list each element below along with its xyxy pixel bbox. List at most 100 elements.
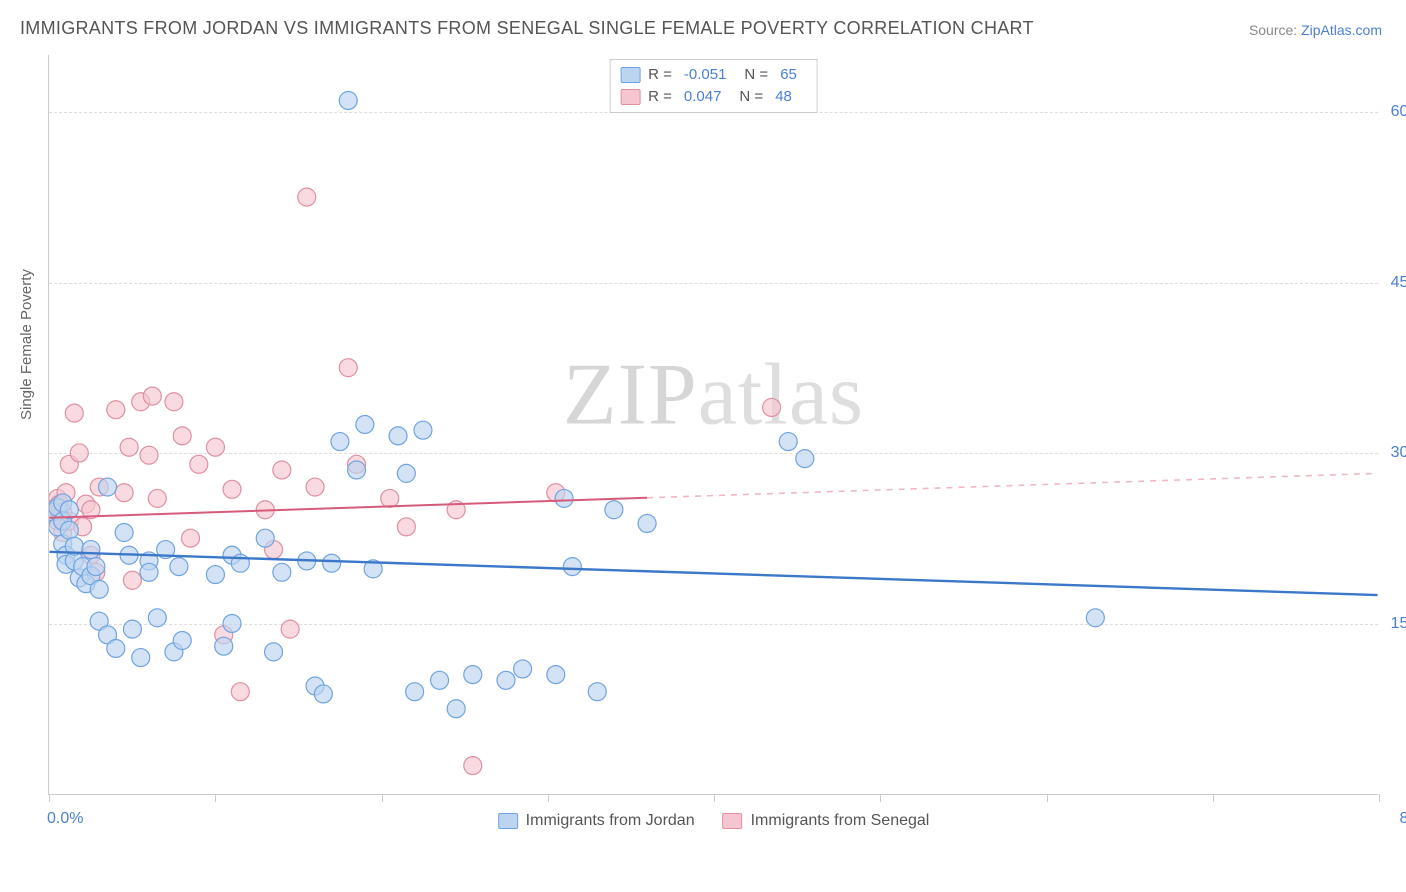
x-tick xyxy=(1213,794,1214,802)
data-point xyxy=(1086,609,1104,627)
data-point xyxy=(414,421,432,439)
data-point xyxy=(115,484,133,502)
data-point xyxy=(397,518,415,536)
legend-item-senegal: Immigrants from Senegal xyxy=(723,812,930,830)
x-axis-min-label: 0.0% xyxy=(47,810,83,828)
data-point xyxy=(306,478,324,496)
data-point xyxy=(331,433,349,451)
swatch-senegal-icon xyxy=(723,813,743,829)
n-value-senegal: 48 xyxy=(775,86,792,108)
data-point xyxy=(464,666,482,684)
data-point xyxy=(563,558,581,576)
x-tick xyxy=(1379,794,1380,802)
data-point xyxy=(82,541,100,559)
source-attribution: Source: ZipAtlas.com xyxy=(1249,22,1382,38)
r-label: R = xyxy=(648,86,672,108)
data-point xyxy=(90,580,108,598)
data-point xyxy=(231,683,249,701)
swatch-jordan-icon xyxy=(498,813,518,829)
legend-label-jordan: Immigrants from Jordan xyxy=(526,812,695,830)
data-point xyxy=(223,480,241,498)
data-point xyxy=(298,188,316,206)
x-tick xyxy=(1047,794,1048,802)
data-point xyxy=(514,660,532,678)
legend-series: Immigrants from Jordan Immigrants from S… xyxy=(498,812,930,830)
data-point xyxy=(339,91,357,109)
x-axis-max-label: 8.0% xyxy=(1400,810,1406,828)
data-point xyxy=(381,489,399,507)
data-point xyxy=(65,404,83,422)
x-tick xyxy=(382,794,383,802)
data-point xyxy=(140,563,158,581)
swatch-jordan-icon xyxy=(620,67,640,83)
data-point xyxy=(605,501,623,519)
y-tick-label: 45.0% xyxy=(1391,274,1406,292)
legend-label-senegal: Immigrants from Senegal xyxy=(751,812,930,830)
data-point xyxy=(555,489,573,507)
legend-stats-row-senegal: R = 0.047 N = 48 xyxy=(620,86,807,108)
y-axis-label: Single Female Poverty xyxy=(18,269,35,420)
data-point xyxy=(120,438,138,456)
source-label: Source: xyxy=(1249,22,1301,38)
n-label: N = xyxy=(739,86,763,108)
data-point xyxy=(115,524,133,542)
data-point xyxy=(107,639,125,657)
data-point xyxy=(796,450,814,468)
data-point xyxy=(206,438,224,456)
y-tick-label: 60.0% xyxy=(1391,103,1406,121)
data-point xyxy=(170,558,188,576)
data-point xyxy=(348,461,366,479)
data-point xyxy=(497,671,515,689)
data-point xyxy=(273,563,291,581)
x-tick xyxy=(49,794,50,802)
legend-stats-box: R = -0.051 N = 65 R = 0.047 N = 48 xyxy=(609,59,818,113)
x-tick xyxy=(548,794,549,802)
data-point xyxy=(763,398,781,416)
data-point xyxy=(588,683,606,701)
data-point xyxy=(107,401,125,419)
data-point xyxy=(132,649,150,667)
x-tick xyxy=(880,794,881,802)
data-point xyxy=(70,444,88,462)
data-point xyxy=(206,566,224,584)
data-point xyxy=(143,387,161,405)
x-tick xyxy=(215,794,216,802)
data-point xyxy=(182,529,200,547)
data-point xyxy=(60,521,78,539)
data-point xyxy=(223,614,241,632)
y-tick-label: 15.0% xyxy=(1391,615,1406,633)
data-point xyxy=(406,683,424,701)
data-point xyxy=(314,685,332,703)
data-point xyxy=(464,757,482,775)
n-label: N = xyxy=(744,64,768,86)
legend-item-jordan: Immigrants from Jordan xyxy=(498,812,695,830)
data-point xyxy=(389,427,407,445)
r-value-jordan: -0.051 xyxy=(684,64,727,86)
chart-title: IMMIGRANTS FROM JORDAN VS IMMIGRANTS FRO… xyxy=(20,18,1034,39)
data-point xyxy=(447,700,465,718)
data-point xyxy=(173,427,191,445)
r-value-senegal: 0.047 xyxy=(684,86,722,108)
x-tick xyxy=(714,794,715,802)
data-point xyxy=(148,609,166,627)
n-value-jordan: 65 xyxy=(780,64,797,86)
data-point xyxy=(281,620,299,638)
data-point xyxy=(123,571,141,589)
data-point xyxy=(265,643,283,661)
data-point xyxy=(339,359,357,377)
scatter-plot-svg xyxy=(49,55,1378,794)
data-point xyxy=(431,671,449,689)
data-point xyxy=(165,393,183,411)
data-point xyxy=(123,620,141,638)
data-point xyxy=(148,489,166,507)
data-point xyxy=(547,666,565,684)
data-point xyxy=(140,446,158,464)
data-point xyxy=(190,455,208,473)
y-tick-label: 30.0% xyxy=(1391,444,1406,462)
swatch-senegal-icon xyxy=(620,89,640,105)
data-point xyxy=(87,558,105,576)
data-point xyxy=(638,514,656,532)
data-point xyxy=(397,464,415,482)
r-label: R = xyxy=(648,64,672,86)
source-link[interactable]: ZipAtlas.com xyxy=(1301,22,1382,38)
